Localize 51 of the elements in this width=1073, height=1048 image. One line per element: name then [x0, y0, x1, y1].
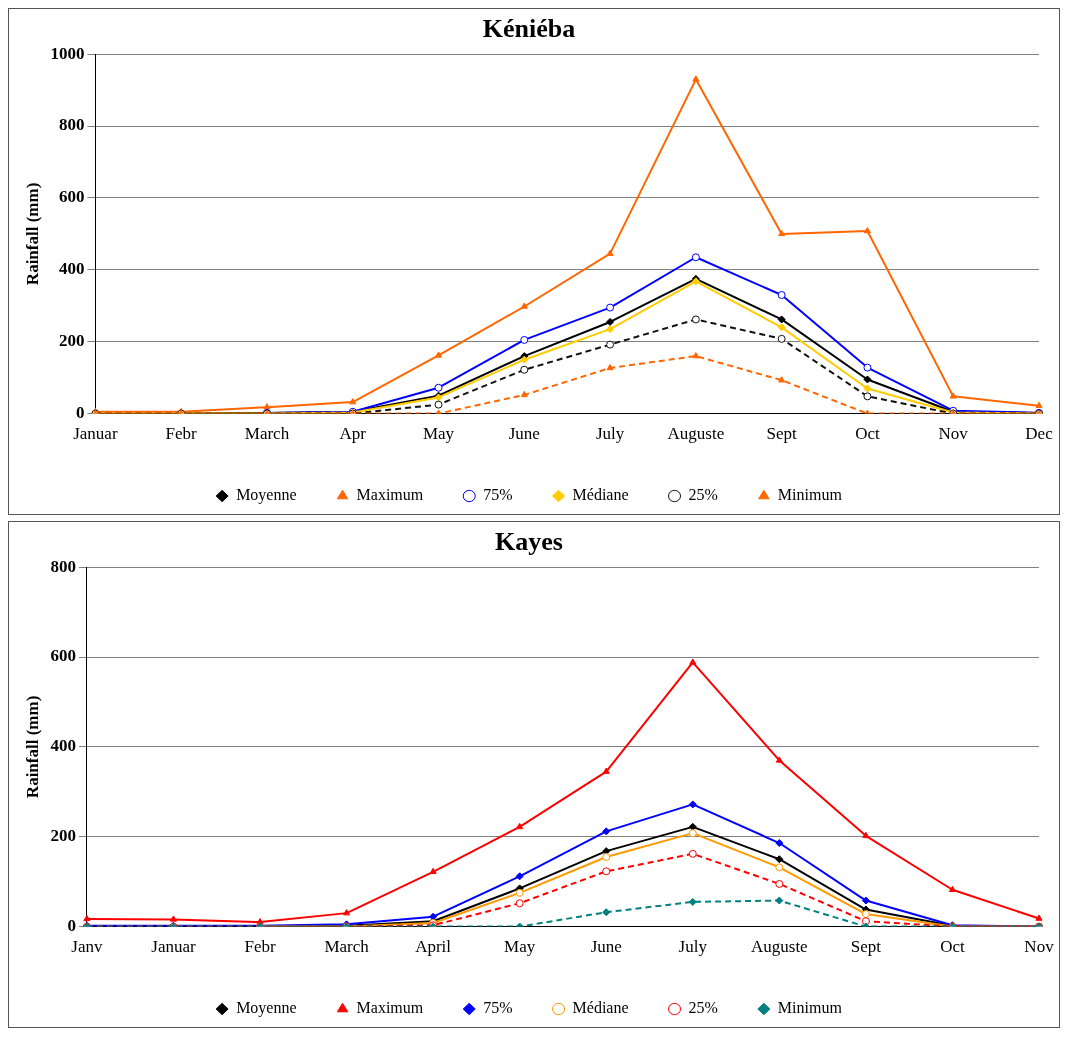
x-tick-label: Dec	[1025, 424, 1054, 444]
y-axis-title: Rainfall (mm)	[22, 695, 42, 799]
x-tick-label: Febr	[244, 937, 276, 957]
x-tick-label: May	[504, 937, 536, 957]
x-tick-label: July	[678, 937, 708, 957]
chart-title: Kéniéba	[482, 14, 576, 44]
legend-label: 25%	[688, 486, 718, 504]
legend-label: 75%	[483, 999, 513, 1017]
y-tick-label: 200	[58, 331, 85, 351]
x-tick-label: Sept	[850, 937, 882, 957]
y-tick-label: 0	[75, 402, 85, 422]
x-tick-label: Apr	[339, 424, 367, 444]
x-tick-label: Januar	[151, 937, 196, 957]
y-tick-label: 400	[58, 259, 85, 279]
legend-label: 75%	[483, 486, 513, 504]
chart-title: Kayes	[495, 527, 563, 557]
x-tick-label: Nov	[938, 424, 969, 444]
x-tick-label: Oct	[855, 424, 880, 444]
legend-label: Minimum	[777, 486, 843, 504]
y-tick-label: 800	[58, 115, 85, 135]
y-tick-label: 400	[50, 736, 76, 756]
y-axis-title: Rainfall (mm)	[22, 182, 42, 286]
legend-label: Médiane	[572, 486, 629, 504]
legend-label: 25%	[688, 999, 718, 1017]
x-tick-label: March	[324, 937, 370, 957]
legend-label: Maximum	[356, 999, 424, 1017]
x-tick-label: June	[590, 937, 622, 957]
y-tick-label: 600	[58, 187, 85, 207]
x-tick-label: Febr	[165, 424, 198, 444]
y-tick-label: 600	[50, 646, 76, 666]
x-tick-label: April	[415, 937, 452, 957]
y-tick-label: 0	[67, 915, 76, 935]
legend-label: Maximum	[356, 486, 424, 504]
legend-label: Minimum	[777, 999, 843, 1017]
x-tick-label: Oct	[940, 937, 965, 957]
y-tick-label: 800	[50, 556, 76, 576]
legend-label: Moyenne	[236, 999, 297, 1018]
x-tick-label: May	[422, 424, 455, 444]
x-tick-label: Janv	[71, 937, 103, 957]
x-tick-label: Auguste	[751, 937, 808, 957]
x-tick-label: Nov	[1024, 937, 1055, 957]
legend-label: Moyenne	[236, 486, 297, 505]
x-tick-label: March	[244, 424, 290, 444]
x-tick-label: Auguste	[667, 424, 725, 444]
x-tick-label: Sept	[766, 424, 798, 444]
legend-label: Médiane	[572, 999, 629, 1017]
y-tick-label: 1000	[50, 43, 85, 63]
x-tick-label: July	[595, 424, 625, 444]
y-tick-label: 200	[50, 826, 76, 846]
x-tick-label: June	[508, 424, 540, 444]
x-tick-label: Januar	[73, 424, 118, 444]
